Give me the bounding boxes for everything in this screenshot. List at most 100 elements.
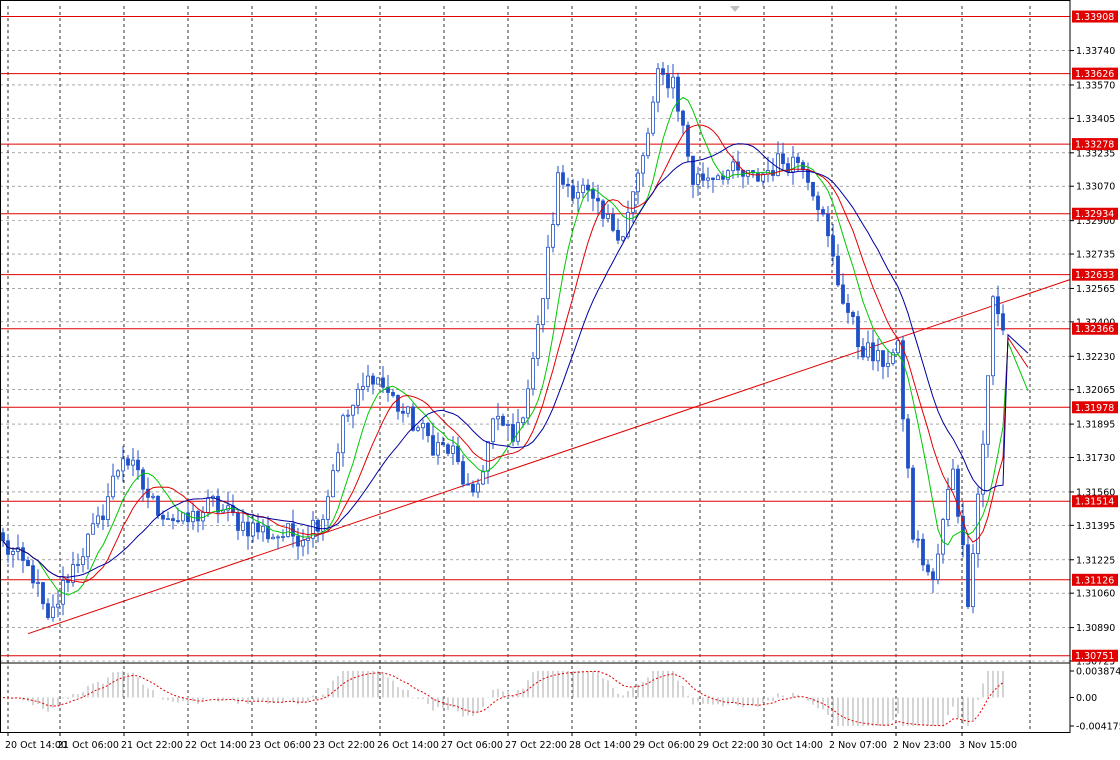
time-tick-label: 23 Oct 22:00 [313, 740, 375, 751]
candle-body [36, 582, 40, 584]
time-tick-label: 26 Oct 14:00 [377, 740, 439, 751]
candle-body [51, 606, 55, 619]
candle-body [456, 445, 460, 463]
level-price-label: 1.33908 [1075, 12, 1114, 23]
candle-body [256, 522, 260, 533]
candle-body [496, 415, 500, 420]
candle-body [356, 388, 360, 406]
candle-body [931, 571, 935, 580]
candle-body [671, 76, 675, 89]
candle-body [281, 536, 285, 538]
candle-body [296, 535, 300, 547]
candle-body [196, 511, 200, 522]
price-tick-label: 1.33740 [1076, 46, 1115, 57]
candle-body [796, 156, 800, 163]
level-price-label: 1.33278 [1075, 140, 1114, 151]
candle-body [866, 342, 870, 358]
candle-body [471, 483, 475, 493]
candle-body [121, 458, 125, 472]
candle-body [266, 525, 270, 540]
candle-body [376, 377, 380, 385]
time-tick-label: 23 Oct 06:00 [249, 740, 311, 751]
time-tick-label: 21 Oct 06:00 [57, 740, 119, 751]
level-price-label: 1.31126 [1075, 575, 1114, 586]
candle-body [326, 496, 330, 520]
candle-body [136, 459, 140, 471]
candle-body [786, 163, 790, 173]
candle-body [251, 522, 255, 537]
level-price-label: 1.31514 [1075, 497, 1114, 508]
candle-body [101, 515, 105, 521]
candle-body [341, 415, 345, 454]
candle-body [56, 603, 60, 608]
candle-body [896, 340, 900, 354]
time-tick-label: 3 Nov 15:00 [959, 740, 1017, 751]
candle-body [856, 316, 860, 348]
price-tick-label: 1.32565 [1076, 284, 1115, 295]
candle-body [686, 124, 690, 157]
candle-body [226, 505, 230, 511]
candle-body [781, 153, 785, 165]
candle-body [106, 496, 110, 521]
price-tick-label: 1.31730 [1076, 453, 1115, 464]
trendline[interactable] [27, 279, 1071, 635]
candle-body [811, 181, 815, 197]
candle-body [401, 410, 405, 414]
candle-body [676, 76, 680, 112]
level-price-badge [1072, 649, 1118, 662]
candle-body [966, 544, 970, 608]
candle-body [551, 224, 555, 248]
candle-body [91, 523, 95, 535]
time-tick-label: 27 Oct 22:00 [505, 740, 567, 751]
time-tick-label: 2 Nov 23:00 [893, 740, 951, 751]
candle-body [541, 298, 545, 325]
candle-body [716, 175, 720, 180]
candle-body [396, 395, 400, 412]
level-price-badge [1072, 495, 1118, 508]
candle-body [451, 445, 455, 454]
candle-body [146, 488, 150, 498]
candle-body [581, 184, 585, 193]
horizontal-levels[interactable] [0, 16, 1070, 657]
price-tick-label: 1.33235 [1076, 148, 1115, 159]
candle-body [276, 536, 280, 539]
oscillator-tick-label: 0.00 [1076, 693, 1097, 704]
candle-body [696, 173, 700, 185]
candle-body [531, 358, 535, 390]
candle-body [521, 417, 525, 424]
trendline-layer[interactable] [27, 279, 1071, 635]
scroll-marker-icon[interactable] [730, 6, 740, 12]
candle-body [351, 404, 355, 416]
candle-body [661, 68, 665, 75]
level-price-label: 1.32934 [1075, 209, 1114, 220]
time-tick-label: 21 Oct 22:00 [121, 740, 183, 751]
candle-body [81, 556, 85, 565]
oscillator-tick-label: -0.004175 [1076, 722, 1120, 733]
price-tick-label: 1.31895 [1076, 420, 1115, 431]
candle-body [71, 564, 75, 583]
candle-body [11, 551, 15, 555]
candle-body [926, 564, 930, 573]
candle-body [336, 452, 340, 472]
candle-body [261, 525, 265, 533]
candle-body [216, 495, 220, 513]
time-tick-label: 28 Oct 14:00 [569, 740, 631, 751]
candle-body [246, 521, 250, 537]
candle-body [426, 422, 430, 437]
candle-body [76, 564, 80, 566]
price-tick-label: 1.33070 [1076, 182, 1115, 193]
level-price-badge [1072, 268, 1118, 281]
time-tick-label: 30 Oct 14:00 [761, 740, 823, 751]
candle-body [306, 537, 310, 541]
candle-body [596, 197, 600, 202]
candle-body [636, 172, 640, 193]
candle-body [461, 461, 465, 485]
candle-body [511, 424, 515, 442]
level-price-label: 1.32633 [1075, 270, 1114, 281]
price-tick-label: 1.30890 [1076, 623, 1115, 634]
candle-body [826, 213, 830, 237]
time-tick-label: 2 Nov 07:00 [829, 740, 887, 751]
candle-body [946, 489, 950, 520]
